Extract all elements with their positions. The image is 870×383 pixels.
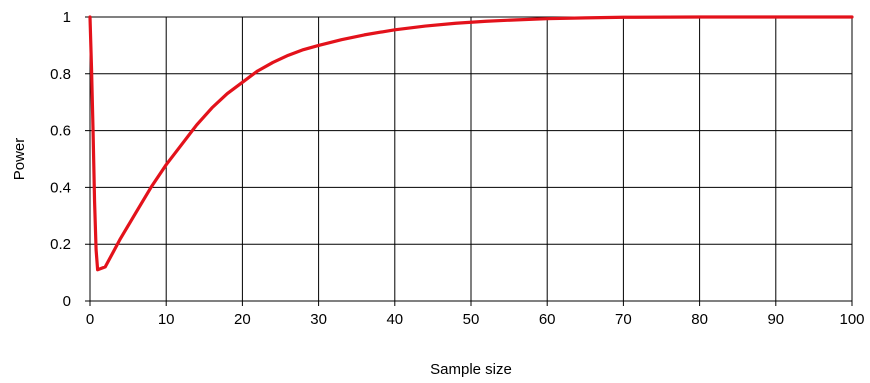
y-tick-label: 0.6 [50, 123, 71, 140]
x-tick-label: 40 [386, 311, 403, 328]
power-curve-line [88, 15, 854, 272]
x-tick-label: 70 [615, 311, 632, 328]
x-tick-label: 60 [539, 311, 556, 328]
grid [85, 16, 853, 306]
y-axis-tick-labels: 0 0.2 0.4 0.6 0.8 1 [50, 9, 71, 310]
y-tick-label: 0.8 [50, 66, 71, 83]
y-axis-label: Power [11, 138, 28, 181]
y-tick-label: 0.2 [50, 236, 71, 253]
series-layer [88, 15, 854, 272]
x-tick-label: 80 [691, 311, 708, 328]
x-axis-tick-labels: 0 10 20 30 40 50 60 70 80 90 100 [86, 311, 865, 328]
x-tick-label: 90 [767, 311, 784, 328]
y-tick-label: 1 [63, 9, 71, 26]
x-tick-label: 50 [463, 311, 480, 328]
x-tick-label: 0 [86, 311, 94, 328]
plot-area-border [89, 16, 853, 302]
x-tick-label: 30 [310, 311, 327, 328]
x-tick-label: 10 [158, 311, 175, 328]
x-tick-label: 100 [839, 311, 864, 328]
y-tick-label: 0 [63, 293, 71, 310]
x-tick-label: 20 [234, 311, 251, 328]
y-tick-label: 0.4 [50, 179, 71, 196]
x-axis-label: Sample size [430, 361, 512, 378]
